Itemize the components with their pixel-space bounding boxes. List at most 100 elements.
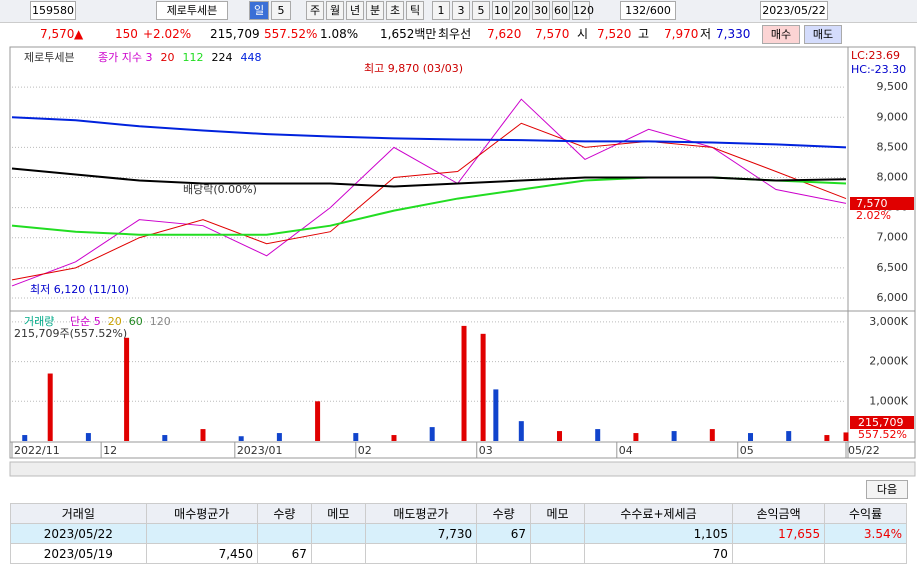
volume-bar — [238, 436, 244, 441]
stock-name[interactable]: 제로투세븐 — [156, 1, 228, 20]
header-cell: 수익률 — [824, 503, 907, 524]
volume-bar — [709, 429, 715, 441]
minute-button[interactable]: 60 — [552, 1, 570, 20]
trade-table: 거래일 매수평균가 수량 메모 매도평균가 수량 메모 수수료+제세금 손익금액 수익률 2023/… — [10, 503, 907, 564]
annotation: 2.02% — [856, 209, 891, 222]
y-tick-label: 8,500 — [877, 140, 909, 153]
table-cell — [364, 543, 478, 564]
period-button[interactable]: 틱 — [406, 1, 424, 20]
volume-bar — [200, 429, 206, 441]
type-value[interactable]: 5 — [271, 1, 291, 20]
volume-bar — [276, 433, 282, 441]
y-tick-label: 6,500 — [877, 261, 909, 274]
volume-rate: 557.52% — [264, 27, 318, 41]
table-cell: 7,450 — [145, 543, 258, 564]
volume-bar — [124, 337, 130, 441]
high: 7,970 — [664, 27, 699, 41]
panel-subtitle: 215,709주(557.52%) — [14, 327, 127, 340]
annotation: 최저 6,120 (11/10) — [30, 283, 129, 296]
table-cell — [310, 543, 366, 564]
annotation: 배당락(0.00%) — [183, 183, 257, 196]
y-tick-label: 9,500 — [877, 80, 909, 93]
period-button[interactable]: 년 — [346, 1, 364, 20]
y-tick-label: 1,000K — [869, 394, 908, 407]
header-cell: 매도평균가 — [364, 503, 478, 524]
date[interactable]: 2023/05/22 — [760, 1, 828, 20]
volume-bar — [518, 421, 524, 441]
toolbar: 159580 제로투세븐 일 5 주 월 년 분 초 틱 1 3 5 10 20 30 60 120 13… — [0, 0, 917, 23]
legend-entry: 단순 5 — [70, 315, 101, 328]
scrollbar[interactable] — [9, 461, 916, 477]
x-tick-label: 2023/01 — [237, 444, 283, 457]
panel-title: 제로투세븐 — [24, 51, 75, 64]
annotation: LC:23.69 — [851, 49, 900, 62]
header-cell: 수량 — [256, 503, 312, 524]
minute-button[interactable]: 3 — [452, 1, 470, 20]
volume-bar — [786, 431, 792, 441]
chart-frame — [9, 46, 916, 459]
low: 7,330 — [716, 27, 751, 41]
table-cell: 70 — [584, 543, 733, 564]
header-cell: 수수료+제세금 — [584, 503, 733, 524]
x-tick-label: 12 — [103, 444, 117, 457]
minute-button[interactable]: 20 — [512, 1, 530, 20]
volume-bar — [22, 435, 28, 441]
period-button[interactable]: 주 — [306, 1, 324, 20]
legend-entry: 종가 지수 3 — [98, 51, 152, 64]
buy-button[interactable]: 매수 — [762, 25, 800, 44]
header-cell: 매수평균가 — [145, 503, 258, 524]
change-rate: +2.02% — [143, 27, 192, 41]
open: 7,520 — [597, 27, 632, 41]
annotation: HC:-23.30 — [851, 63, 906, 76]
y-tick-label: 3,000K — [869, 315, 908, 328]
low-label: 저 — [700, 27, 712, 41]
minute-button[interactable]: 1 — [432, 1, 450, 20]
last-price-box — [850, 197, 914, 210]
next-button[interactable]: 다음 — [866, 480, 908, 499]
sell-button[interactable]: 매도 — [804, 25, 842, 44]
y-tick-label: 2,000K — [869, 355, 908, 368]
table-cell: 3.54% — [824, 523, 907, 544]
annotation: 7,570 — [856, 197, 888, 210]
period-button[interactable]: 초 — [386, 1, 404, 20]
table-row: 2023/05/22 7,730 67 1,105 17,655 3.54% — [10, 523, 907, 544]
code-input[interactable]: 159580 — [30, 1, 76, 20]
series-line — [11, 122, 847, 281]
table-cell — [824, 543, 907, 564]
volume-bar — [391, 435, 397, 441]
volume-bar — [671, 431, 677, 441]
volume-bar — [315, 401, 321, 441]
legend-entry: 20 — [108, 315, 122, 328]
minute-button[interactable]: 10 — [492, 1, 510, 20]
table-cell: 2023/05/19 — [10, 543, 147, 564]
amount: 1,652백만 — [380, 27, 437, 41]
annotation: 557.52% — [858, 428, 907, 441]
ask: 7,620 — [487, 27, 522, 41]
table-cell: 1,105 — [584, 523, 733, 544]
table-cell: 67 — [256, 543, 312, 564]
table-cell — [530, 543, 585, 564]
table-cell — [145, 523, 258, 544]
quote-bar: 7,570 ▲ 150 +2.02% 215,709 557.52% 1.08%… — [0, 24, 917, 44]
best-label: 최우선 — [438, 27, 472, 41]
legend-entry: 60 — [129, 315, 143, 328]
x-tick-label: 03 — [479, 444, 493, 457]
legend-entry: 120 — [150, 315, 171, 328]
legend-entry: 224 — [211, 51, 232, 64]
y-tick-label: 8,000 — [877, 170, 909, 183]
minute-button[interactable]: 30 — [532, 1, 550, 20]
high-label: 고 — [638, 27, 650, 41]
header-cell: 메모 — [530, 503, 585, 524]
legend-entry: 448 — [240, 51, 261, 64]
minute-button[interactable]: 5 — [472, 1, 490, 20]
volume-bar — [557, 431, 563, 441]
table-cell: 67 — [476, 523, 532, 544]
period-button[interactable]: 월 — [326, 1, 344, 20]
legend-entry: 20 — [160, 51, 174, 64]
period-button[interactable]: 분 — [366, 1, 384, 20]
turnover: 1.08% — [320, 27, 359, 41]
minute-button[interactable]: 120 — [572, 1, 594, 20]
series-line — [11, 98, 847, 287]
type-button[interactable]: 일 — [249, 1, 269, 20]
annotation: 215,709 — [858, 416, 904, 429]
